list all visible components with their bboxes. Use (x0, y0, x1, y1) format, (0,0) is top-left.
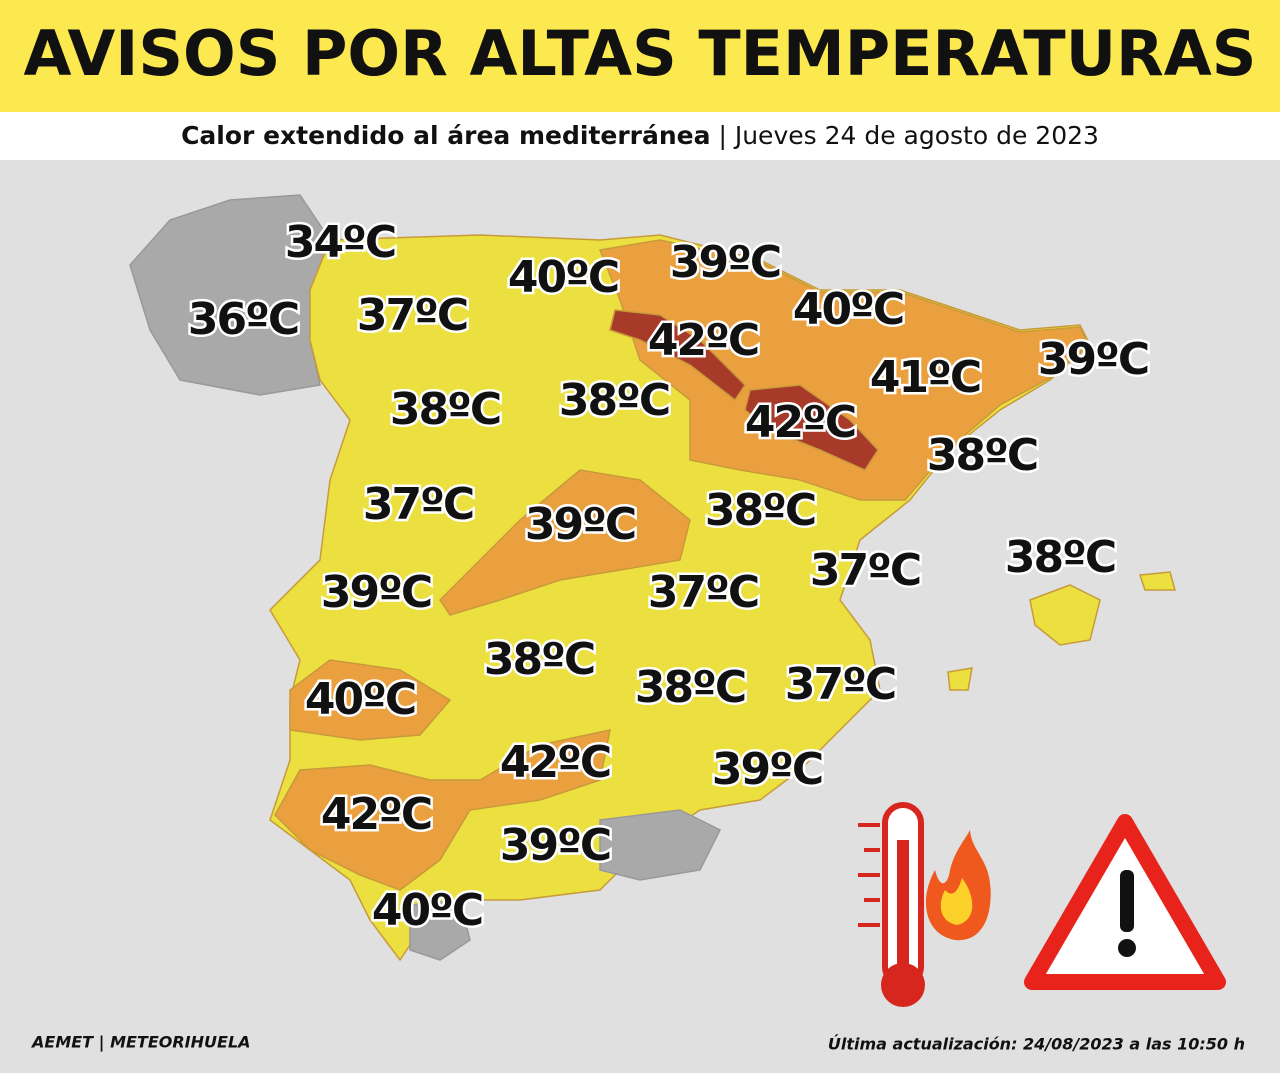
temperature-label: 39ºC (500, 820, 610, 871)
temperature-label: 39ºC (525, 499, 635, 550)
temperature-label: 40ºC (305, 674, 415, 725)
temperature-label: 39ºC (712, 744, 822, 795)
temperature-label: 42ºC (745, 397, 855, 448)
temperature-label: 37ºC (363, 479, 473, 530)
subtitle-date: Jueves 24 de agosto de 2023 (733, 121, 1099, 150)
temperature-label: 38ºC (484, 634, 594, 685)
temperature-label: 37ºC (648, 567, 758, 618)
temperature-label: 36ºC (188, 294, 298, 345)
temperature-label: 39ºC (321, 567, 431, 618)
subtitle-band (0, 112, 1280, 160)
temperature-label: 42ºC (321, 789, 431, 840)
temperature-label: 38ºC (390, 384, 500, 435)
header-band (0, 0, 1280, 112)
updated: Última actualización: 24/08/2023 a las 1… (828, 1035, 1245, 1054)
temperature-label: 40ºC (372, 885, 482, 936)
temperature-label: 40ºC (508, 252, 618, 303)
temperature-label: 38ºC (705, 485, 815, 536)
temperature-label: 39ºC (1038, 334, 1148, 385)
temperature-label: 41ºC (870, 352, 980, 403)
subtitle-main: Calor extendido al área mediterránea (181, 121, 710, 150)
temperature-label: 40ºC (793, 284, 903, 335)
temperature-label: 34ºC (285, 217, 395, 268)
fire-icon (925, 830, 991, 941)
source: AEMET | METEORIHUELA (30, 1033, 251, 1053)
title: AVISOS POR ALTAS TEMPERATURAS (24, 17, 1257, 90)
map (129, 194, 1176, 962)
temperature-label: 39ºC (670, 237, 780, 288)
temperature-label: 37ºC (810, 545, 920, 596)
thermometer-icon (858, 802, 925, 1007)
temperature-label: 37ºC (785, 659, 895, 710)
temperature-label: 42ºC (648, 315, 758, 366)
subtitle-separator: | (718, 121, 726, 150)
temperature-label: 42ºC (500, 737, 610, 788)
subtitle: Calor extendido al área mediterránea | J… (181, 121, 1099, 150)
temperature-label: 38ºC (1005, 532, 1115, 583)
temperature-label: 37ºC (357, 290, 467, 341)
temperature-label: 38ºC (559, 375, 669, 426)
warning-icon (1024, 814, 1226, 990)
temperature-label: 38ºC (635, 662, 745, 713)
temperature-label: 38ºC (927, 430, 1037, 481)
